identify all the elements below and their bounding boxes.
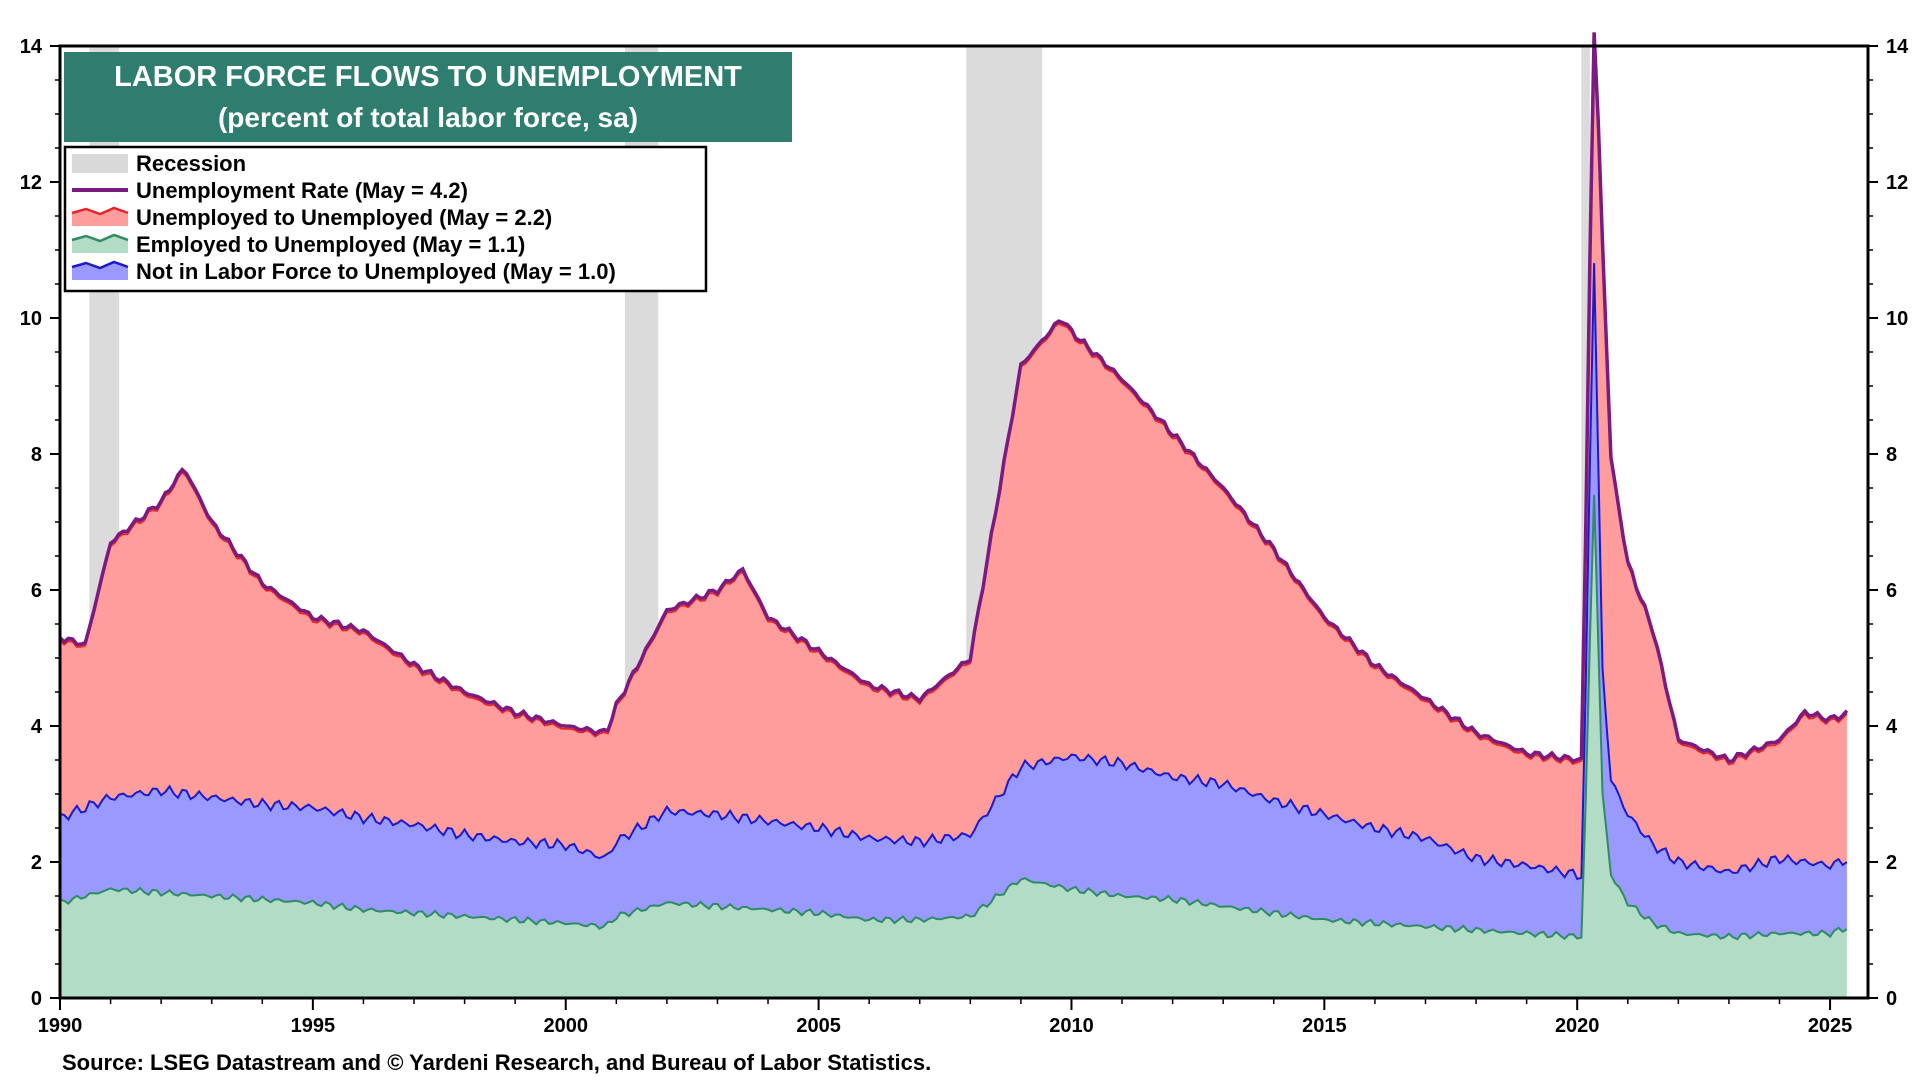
x-tick-label: 2020 — [1555, 1015, 1600, 1037]
area-employed-to-unemployed — [60, 494, 1847, 998]
legend-label: Recession — [136, 151, 246, 176]
y-tick-label-left: 6 — [31, 580, 42, 602]
y-tick-label-left: 0 — [31, 988, 42, 1010]
chart-subtitle: (percent of total labor force, sa) — [218, 102, 638, 133]
y-tick-label-left: 8 — [31, 444, 42, 466]
line-not-in-labor-force-to-unemployed — [59, 263, 1848, 881]
x-tick-label: 1990 — [38, 1015, 83, 1037]
legend-swatch-area — [72, 262, 128, 280]
legend-swatch-area-edge — [71, 233, 129, 243]
legend-box — [63, 145, 708, 293]
line-employed-to-unemployed — [59, 494, 1848, 941]
legend-swatch-area — [72, 208, 128, 226]
x-tick-label: 1995 — [291, 1015, 336, 1037]
y-tick-label-right: 4 — [1886, 716, 1898, 738]
y-tick-label-right: 10 — [1886, 308, 1908, 330]
x-tick-label: 2015 — [1302, 1015, 1347, 1037]
legend-label: Unemployed to Unemployed (May = 2.2) — [136, 205, 552, 230]
stacked-areas — [60, 32, 1847, 998]
source-note: Source: LSEG Datastream and © Yardeni Re… — [62, 1050, 931, 1075]
legend-label: Not in Labor Force to Unemployed (May = … — [136, 259, 616, 284]
legend-swatch-recession — [72, 154, 128, 173]
y-tick-label-left: 10 — [20, 308, 42, 330]
area-unemployed-to-unemployed — [60, 32, 1847, 879]
legend-label: Employed to Unemployed (May = 1.1) — [136, 232, 525, 257]
x-tick-label: 2010 — [1049, 1015, 1094, 1037]
legend-label: Unemployment Rate (May = 4.2) — [136, 178, 468, 203]
title-box: LABOR FORCE FLOWS TO UNEMPLOYMENT (perce… — [64, 52, 792, 142]
y-tick-label-left: 2 — [31, 852, 42, 874]
area-not-in-labor-force-to-unemployed — [60, 263, 1847, 940]
line-unemployed-to-unemployed — [59, 32, 1848, 766]
line-unemployment-rate — [58, 32, 1849, 764]
y-tick-label-right: 12 — [1886, 172, 1908, 194]
y-tick-label-left: 12 — [20, 172, 42, 194]
y-tick-label-right: 14 — [1886, 36, 1909, 58]
y-tick-label-left: 14 — [20, 36, 43, 58]
y-tick-label-right: 8 — [1886, 444, 1897, 466]
legend-swatch-area — [72, 235, 128, 253]
y-tick-label-left: 4 — [31, 716, 43, 738]
y-tick-label-right: 0 — [1886, 988, 1897, 1010]
x-tick-label: 2000 — [543, 1015, 588, 1037]
x-tick-label: 2025 — [1808, 1015, 1853, 1037]
y-tick-label-right: 2 — [1886, 852, 1897, 874]
legend-swatch-area-edge — [71, 206, 129, 216]
chart-title: LABOR FORCE FLOWS TO UNEMPLOYMENT — [114, 61, 742, 93]
y-tick-label-right: 6 — [1886, 580, 1897, 602]
axes: 0 0 2 2 4 4 6 6 8 8 10 10 12 12 14 14 1990 1995 2000 2005 20… — [20, 36, 1909, 1037]
legend-swatch-area-edge — [71, 260, 129, 270]
title-background — [64, 52, 792, 142]
series-lines — [58, 32, 1849, 941]
x-tick-label: 2005 — [796, 1015, 841, 1037]
